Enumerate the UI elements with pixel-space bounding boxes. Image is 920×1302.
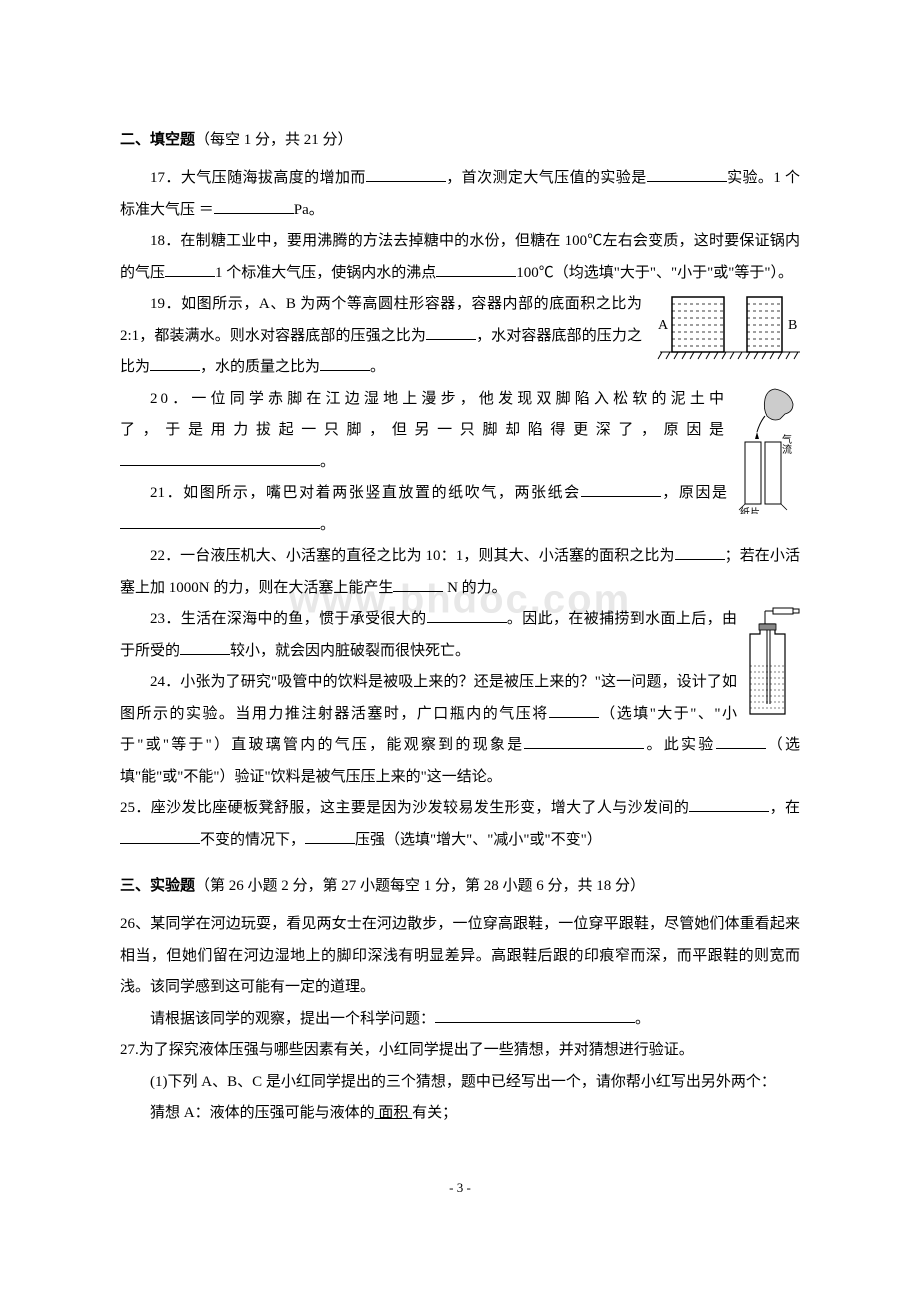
q21-label-paper: 纸片 bbox=[740, 506, 760, 514]
q23: 23．生活在深海中的鱼，惯于承受很大的。因此，在被捕捞到水面上后，由于所受的较小… bbox=[120, 604, 800, 667]
page-number: - 3 - bbox=[120, 1180, 800, 1196]
q19-text3: ，水的质量之比为 bbox=[200, 359, 320, 375]
section-exp-label: 三、实验题 bbox=[120, 878, 195, 894]
q17-blank1[interactable] bbox=[366, 166, 446, 182]
q27-area: 面积 bbox=[375, 1105, 413, 1121]
q23-blank1[interactable] bbox=[427, 607, 507, 623]
q19-blank1[interactable] bbox=[426, 324, 476, 340]
q19-blank2[interactable] bbox=[150, 355, 200, 371]
q21: 21．如图所示，嘴巴对着两张竖直放置的纸吹气，两张纸会 ，原因是。 bbox=[120, 478, 800, 541]
section-fill-title: 二、填空题（每空 1 分，共 21 分） bbox=[120, 125, 800, 155]
q24-blank3[interactable] bbox=[716, 733, 766, 749]
q19-blank3[interactable] bbox=[320, 355, 370, 371]
q17-text1: 17．大气压随海拔高度的增加而 bbox=[150, 170, 366, 186]
q25-blank2[interactable] bbox=[120, 828, 200, 844]
q24-figure bbox=[745, 604, 800, 719]
q24-blank2[interactable] bbox=[524, 733, 644, 749]
q26: 26、某同学在河边玩耍，看见两女士在河边散步，一位穿高跟鞋，一位穿平跟鞋，尽管她… bbox=[120, 909, 800, 1004]
section-fill-label: 二、填空题 bbox=[120, 132, 195, 148]
q19-figure: A B bbox=[650, 289, 800, 374]
q19-label-a: A bbox=[658, 318, 669, 333]
q20-text: 20．一位同学赤脚在江边湿地上漫步，他发现双脚陷入松软的泥土中了，于是用力拔起一… bbox=[120, 391, 727, 439]
q22: 22．一台液压机大、小活塞的直径之比为 10：1，则其大、小活塞的面积之比为；若… bbox=[120, 541, 800, 604]
q24-blank1[interactable] bbox=[549, 702, 599, 718]
q23-text1: 23．生活在深海中的鱼，惯于承受很大的 bbox=[150, 611, 427, 627]
q18: 18．在制糖工业中，要用沸腾的方法去掉糖中的水份，但糖在 100℃左右会变质，这… bbox=[120, 226, 800, 289]
q19-text4: 。 bbox=[370, 359, 385, 375]
q22-text3: N 的力。 bbox=[443, 580, 506, 596]
q24: 24．小张为了研究"吸管中的饮料是被吸上来的？还是被压上来的？"这一问题，设计了… bbox=[120, 667, 800, 793]
q18-text2: 1 个标准大气压，使锅内水的沸点 bbox=[215, 265, 436, 281]
q21-label-flow: 气流 bbox=[780, 432, 792, 454]
q22-blank2[interactable] bbox=[393, 576, 443, 592]
q25-text2: ，在 bbox=[769, 800, 800, 816]
q27-sub1: (1)下列 A、B、C 是小红同学提出的三个猜想，题中已经写出一个，请你帮小红写… bbox=[120, 1067, 800, 1099]
q23-blank2[interactable] bbox=[180, 639, 230, 655]
q18-blank2[interactable] bbox=[436, 261, 516, 277]
q17-text4: Pa。 bbox=[294, 202, 324, 218]
q25-blank3[interactable] bbox=[305, 828, 355, 844]
q25-text4: 压强（选填"增大"、"减小"或"不变"） bbox=[355, 832, 602, 848]
q26-text3: 。 bbox=[635, 1011, 650, 1027]
q21-text1: 21．如图所示，嘴巴对着两张竖直放置的纸吹气，两张纸会 bbox=[150, 485, 581, 501]
q17-blank2[interactable] bbox=[647, 166, 727, 182]
q23-text3: 较小，就会因内脏破裂而很快死亡。 bbox=[230, 643, 470, 659]
q21-text2: ，原因是 bbox=[661, 485, 727, 501]
q21-text3: 。 bbox=[320, 517, 335, 533]
q21-blank2[interactable] bbox=[120, 513, 320, 529]
q27-text4: 有关； bbox=[412, 1105, 457, 1121]
q22-blank1[interactable] bbox=[675, 544, 725, 560]
q18-text3: 100℃（均选填"大于"、"小于"或"等于"）。 bbox=[516, 265, 793, 281]
q20-text2: 。 bbox=[320, 454, 335, 470]
q26-sub: 请根据该同学的观察，提出一个科学问题： 。 bbox=[120, 1004, 800, 1036]
q26-text1: 26、某同学在河边玩耍，看见两女士在河边散步，一位穿高跟鞋，一位穿平跟鞋，尽管她… bbox=[120, 916, 800, 995]
section-exp-note: （第 26 小题 2 分，第 27 小题每空 1 分，第 28 小题 6 分，共… bbox=[195, 878, 645, 894]
q17-blank3[interactable] bbox=[214, 198, 294, 214]
q19-label-b: B bbox=[788, 318, 797, 333]
q24-text3: 。此实验 bbox=[644, 737, 715, 753]
q26-blank1[interactable] bbox=[435, 1007, 635, 1023]
q25-text3: 不变的情况下， bbox=[200, 832, 305, 848]
q25: 25．座沙发比座硬板凳舒服，这主要是因为沙发较易发生形变，增大了人与沙发间的 ，在… bbox=[120, 793, 800, 856]
q26-text2: 请根据该同学的观察，提出一个科学问题： bbox=[150, 1011, 435, 1027]
page-content: 二、填空题（每空 1 分，共 21 分） 17．大气压随海拔高度的增加而 ，首次测… bbox=[120, 125, 800, 1196]
q25-blank1[interactable] bbox=[689, 796, 769, 812]
section-exp-title: 三、实验题（第 26 小题 2 分，第 27 小题每空 1 分，第 28 小题 … bbox=[120, 871, 800, 901]
q21-figure: 气流 纸片 bbox=[735, 384, 800, 514]
q27-text1: 27.为了探究液体压强与哪些因素有关，小红同学提出了一些猜想，并对猜想进行验证。 bbox=[120, 1042, 694, 1058]
q17-text2: ，首次测定大气压值的实验是 bbox=[446, 170, 647, 186]
section-fill-note: （每空 1 分，共 21 分） bbox=[195, 132, 353, 148]
q22-text1: 22．一台液压机大、小活塞的直径之比为 10：1，则其大、小活塞的面积之比为 bbox=[150, 548, 675, 564]
q20-blank1[interactable] bbox=[120, 450, 320, 466]
q27-sub2: 猜想 A：液体的压强可能与液体的 面积 有关； bbox=[120, 1098, 800, 1130]
q27-text3: 猜想 A：液体的压强可能与液体的 bbox=[150, 1105, 375, 1121]
q20: 20．一位同学赤脚在江边湿地上漫步，他发现双脚陷入松软的泥土中了，于是用力拔起一… bbox=[120, 384, 800, 479]
q18-blank1[interactable] bbox=[165, 261, 215, 277]
q25-text1: 25．座沙发比座硬板凳舒服，这主要是因为沙发较易发生形变，增大了人与沙发间的 bbox=[120, 800, 689, 816]
q27: 27.为了探究液体压强与哪些因素有关，小红同学提出了一些猜想，并对猜想进行验证。 bbox=[120, 1035, 800, 1067]
q27-text2: (1)下列 A、B、C 是小红同学提出的三个猜想，题中已经写出一个，请你帮小红写… bbox=[150, 1074, 776, 1090]
q17: 17．大气压随海拔高度的增加而，首次测定大气压值的实验是实验。1 个标准大气压 … bbox=[120, 163, 800, 226]
q21-blank1[interactable] bbox=[581, 481, 661, 497]
